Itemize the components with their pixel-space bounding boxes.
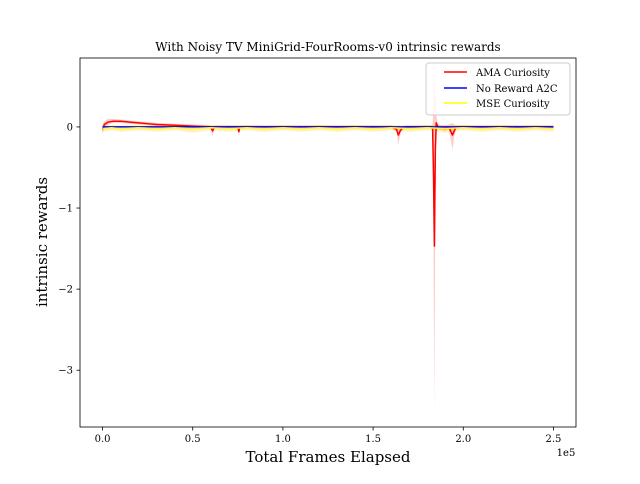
y-tick-label: −3 <box>58 366 73 377</box>
x-tick-label: 1.5 <box>365 434 381 445</box>
legend-label-ama: AMA Curiosity <box>475 68 550 79</box>
y-tick-label: 0 <box>67 122 73 133</box>
x-axis: 0.0 0.5 1.0 1.5 2.0 2.5 <box>95 427 562 445</box>
x-tick-label: 2.5 <box>546 434 562 445</box>
y-axis-label: intrinsic rewards <box>33 177 51 307</box>
chart-title: With Noisy TV MiniGrid-FourRooms-v0 intr… <box>155 40 500 54</box>
series-line-mse-curiosity <box>102 127 554 130</box>
legend-label-no-reward: No Reward A2C <box>476 84 558 95</box>
legend-label-mse: MSE Curiosity <box>476 99 550 110</box>
x-tick-label: 0.5 <box>185 434 201 445</box>
x-tick-label: 0.0 <box>95 434 111 445</box>
x-tick-label: 2.0 <box>455 434 471 445</box>
y-tick-label: −2 <box>58 285 73 296</box>
x-axis-label: Total Frames Elapsed <box>246 448 411 466</box>
y-axis: −3 −2 −1 0 <box>58 122 80 377</box>
axes-frame <box>79 57 577 428</box>
legend-box <box>425 62 571 116</box>
legend: AMA Curiosity No Reward A2C MSE Curiosit… <box>425 62 571 116</box>
y-tick-label: −1 <box>58 204 73 215</box>
x-tick-label: 1.0 <box>275 434 291 445</box>
plot-area <box>101 76 554 413</box>
x-offset-text: 1e5 <box>557 448 576 459</box>
